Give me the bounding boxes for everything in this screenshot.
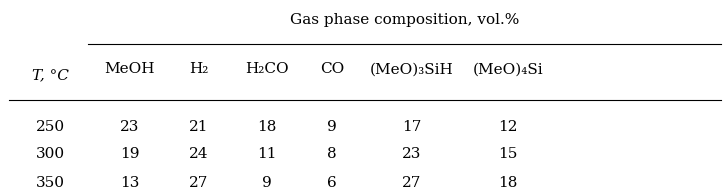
- Text: H₂: H₂: [189, 62, 208, 76]
- Text: 24: 24: [189, 147, 208, 161]
- Text: 8: 8: [327, 147, 337, 161]
- Text: Gas phase composition, vol.%: Gas phase composition, vol.%: [290, 13, 519, 27]
- Text: 6: 6: [327, 176, 337, 190]
- Text: H₂CO: H₂CO: [245, 62, 289, 76]
- Text: 17: 17: [402, 120, 422, 134]
- Text: 18: 18: [498, 176, 518, 190]
- Text: (MeO)₄Si: (MeO)₄Si: [473, 62, 543, 76]
- Text: 12: 12: [498, 120, 518, 134]
- Text: (MeO)₃SiH: (MeO)₃SiH: [370, 62, 454, 76]
- Text: 27: 27: [189, 176, 208, 190]
- Text: 18: 18: [258, 120, 277, 134]
- Text: T, °C: T, °C: [32, 68, 69, 82]
- Text: MeOH: MeOH: [105, 62, 155, 76]
- Text: 250: 250: [36, 120, 65, 134]
- Text: 15: 15: [498, 147, 518, 161]
- Text: 23: 23: [120, 120, 139, 134]
- Text: 350: 350: [36, 176, 65, 190]
- Text: 13: 13: [120, 176, 139, 190]
- Text: 19: 19: [120, 147, 139, 161]
- Text: 23: 23: [402, 147, 422, 161]
- Text: 27: 27: [402, 176, 422, 190]
- Text: 11: 11: [258, 147, 277, 161]
- Text: CO: CO: [320, 62, 344, 76]
- Text: 9: 9: [262, 176, 272, 190]
- Text: 300: 300: [36, 147, 65, 161]
- Text: 9: 9: [327, 120, 337, 134]
- Text: 21: 21: [189, 120, 208, 134]
